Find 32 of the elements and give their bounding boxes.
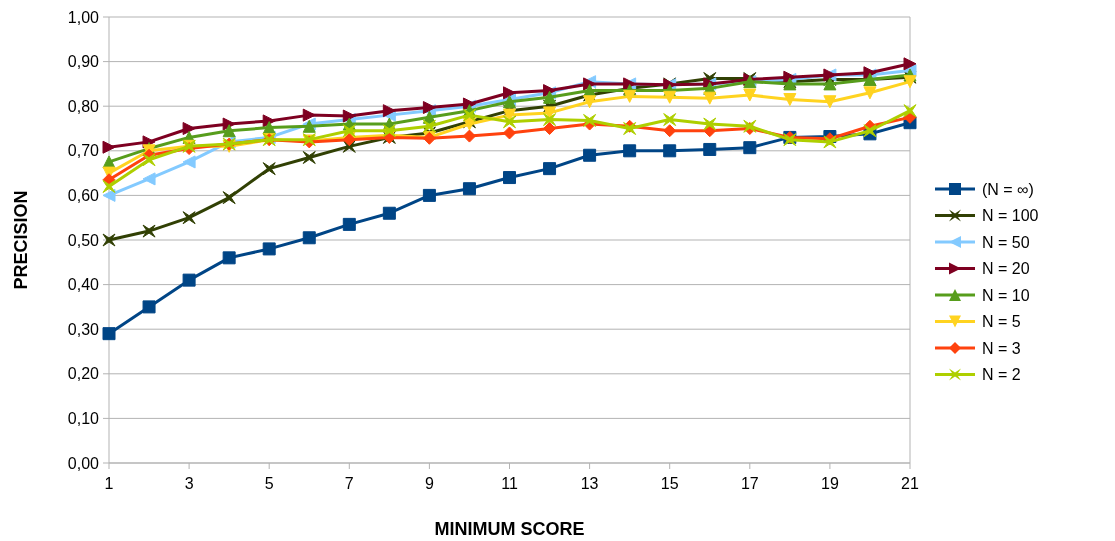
y-tick-label: 1,00: [67, 8, 100, 26]
x-tick-label: 3: [184, 475, 194, 492]
y-tick-label: 0,00: [67, 454, 100, 472]
legend-label: N = 20: [982, 260, 1030, 278]
x-tick-label: 19: [821, 475, 839, 492]
legend-label: N = 3: [982, 339, 1021, 357]
legend-label: (N = ∞): [982, 180, 1034, 198]
x-axis-title: MINIMUM SCORE: [434, 519, 585, 539]
y-tick-label: 0,70: [67, 142, 100, 160]
x-tick-label: 17: [740, 475, 759, 492]
x-tick-label: 9: [424, 475, 434, 492]
x-tick-label: 13: [580, 475, 599, 492]
x-tick-label: 15: [660, 475, 679, 492]
legend-label: N = 10: [982, 286, 1030, 304]
y-tick-label: 0,40: [67, 276, 100, 294]
legend-label: N = 2: [982, 366, 1021, 384]
x-tick-label: 21: [901, 475, 919, 492]
y-tick-label: 0,30: [67, 320, 100, 338]
legend-label: N = 50: [982, 233, 1030, 251]
x-tick-label: 11: [501, 475, 518, 492]
y-tick-label: 0,60: [67, 187, 100, 204]
y-tick-label: 0,50: [67, 231, 100, 249]
y-axis-title: PRECISION: [11, 190, 31, 290]
legend-label: N = 100: [982, 207, 1039, 225]
legend-label: N = 5: [982, 313, 1021, 331]
y-tick-label: 0,10: [67, 410, 100, 427]
x-tick-label: 1: [104, 475, 114, 492]
y-tick-label: 0,90: [67, 53, 100, 71]
x-tick-label: 7: [344, 475, 354, 492]
y-tick-label: 0,20: [67, 365, 100, 383]
y-tick-label: 0,80: [67, 97, 100, 115]
x-tick-label: 5: [264, 475, 274, 492]
